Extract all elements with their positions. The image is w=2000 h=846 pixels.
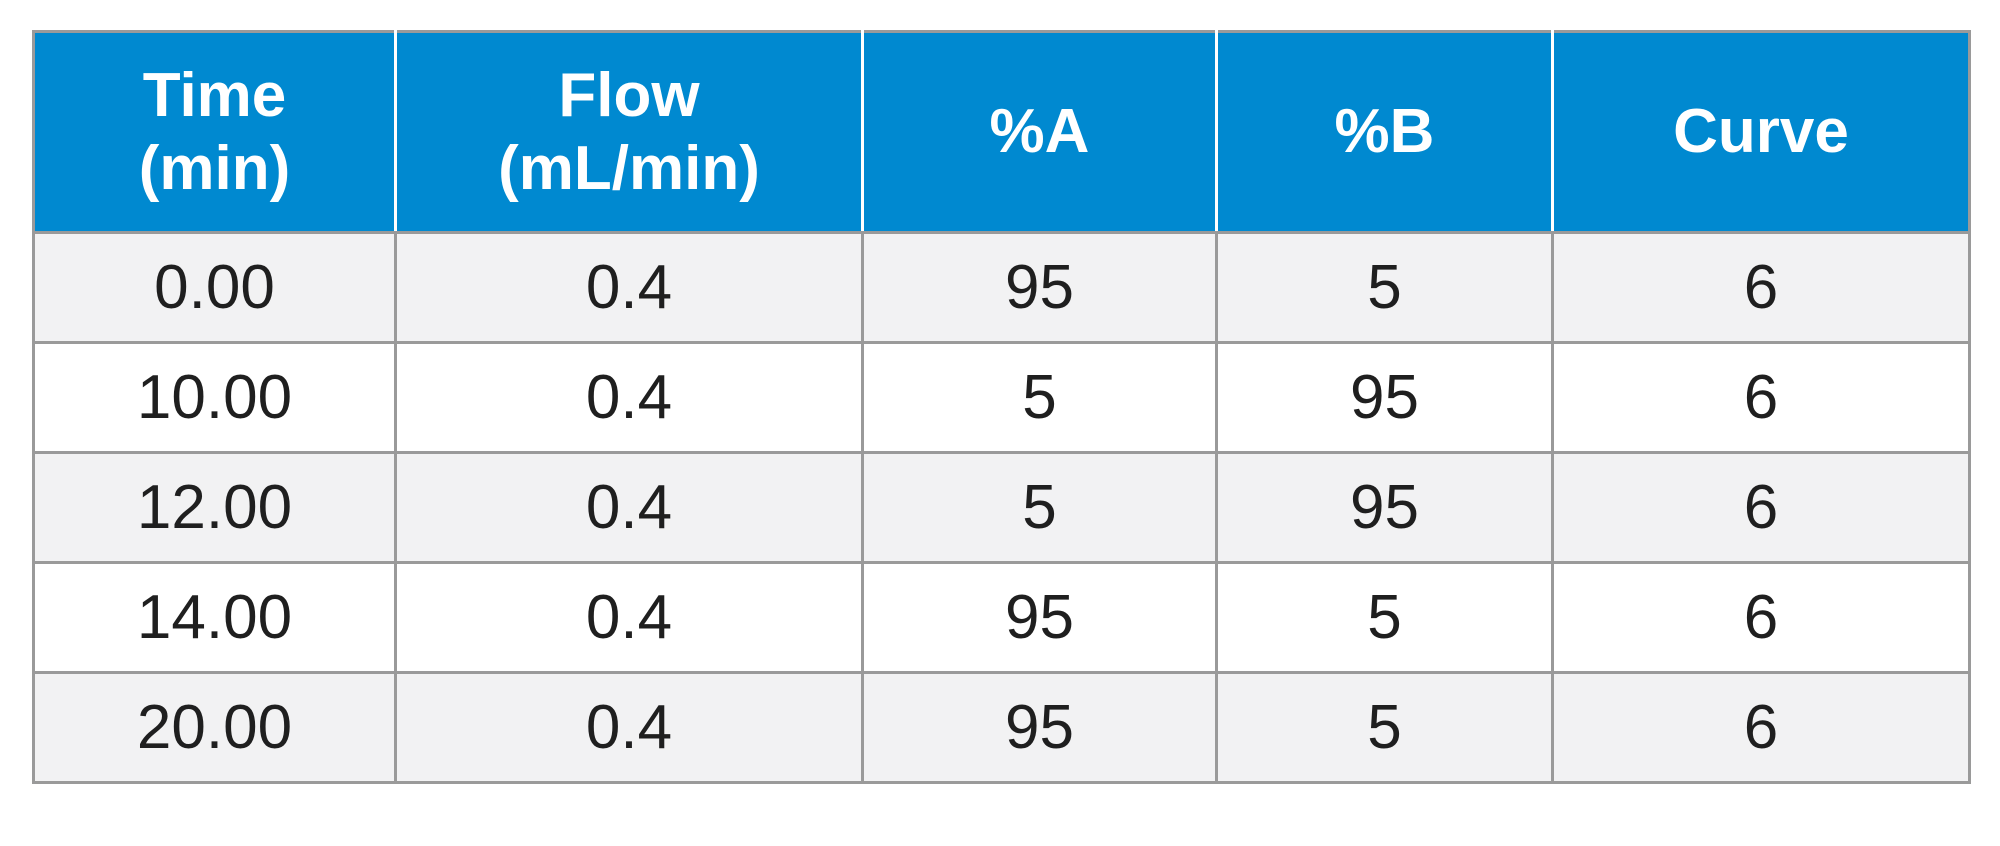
header-time: Time (min) [32,30,397,234]
cell-percent-a: 5 [861,451,1218,564]
gradient-table: Time (min) Flow (mL/min) %A %B Curve [32,30,1971,784]
cell-percent-b: 5 [1215,671,1554,784]
table-row: 0.00 0.4 95 5 6 [32,231,1971,344]
cell-curve: 6 [1551,451,1971,564]
cell-flow: 0.4 [394,451,864,564]
header-time-label: Time [142,60,287,130]
header-percent-a-label: %A [989,97,1090,167]
cell-curve: 6 [1551,341,1971,454]
cell-flow: 0.4 [394,671,864,784]
header-percent-b-label: %B [1334,97,1435,167]
header-curve: Curve [1551,30,1971,234]
table-body: 0.00 0.4 95 5 6 10.00 0.4 5 95 6 12.00 0… [32,231,1971,784]
table-row: 20.00 0.4 95 5 6 [32,671,1971,784]
cell-time: 10.00 [32,341,397,454]
cell-percent-b: 95 [1215,341,1554,454]
gradient-table-container: Time (min) Flow (mL/min) %A %B Curve [32,30,1971,784]
header-flow-label: Flow [558,60,700,130]
table-header: Time (min) Flow (mL/min) %A %B Curve [32,30,1971,234]
header-flow-unit: (mL/min) [498,134,760,203]
cell-percent-b: 95 [1215,451,1554,564]
cell-percent-b: 5 [1215,231,1554,344]
cell-percent-a: 95 [861,231,1218,344]
cell-flow: 0.4 [394,561,864,674]
header-flow: Flow (mL/min) [394,30,864,234]
cell-flow: 0.4 [394,341,864,454]
cell-curve: 6 [1551,231,1971,344]
table-row: 10.00 0.4 5 95 6 [32,341,1971,454]
cell-percent-a: 95 [861,671,1218,784]
cell-time: 14.00 [32,561,397,674]
cell-time: 20.00 [32,671,397,784]
table-row: 12.00 0.4 5 95 6 [32,451,1971,564]
cell-percent-a: 5 [861,341,1218,454]
table-row: 14.00 0.4 95 5 6 [32,561,1971,674]
header-time-unit: (min) [138,134,291,203]
header-curve-label: Curve [1673,97,1849,167]
header-percent-b: %B [1215,30,1554,234]
cell-time: 12.00 [32,451,397,564]
cell-percent-b: 5 [1215,561,1554,674]
cell-percent-a: 95 [861,561,1218,674]
header-row: Time (min) Flow (mL/min) %A %B Curve [32,30,1971,234]
cell-time: 0.00 [32,231,397,344]
cell-curve: 6 [1551,671,1971,784]
cell-flow: 0.4 [394,231,864,344]
header-percent-a: %A [861,30,1218,234]
cell-curve: 6 [1551,561,1971,674]
